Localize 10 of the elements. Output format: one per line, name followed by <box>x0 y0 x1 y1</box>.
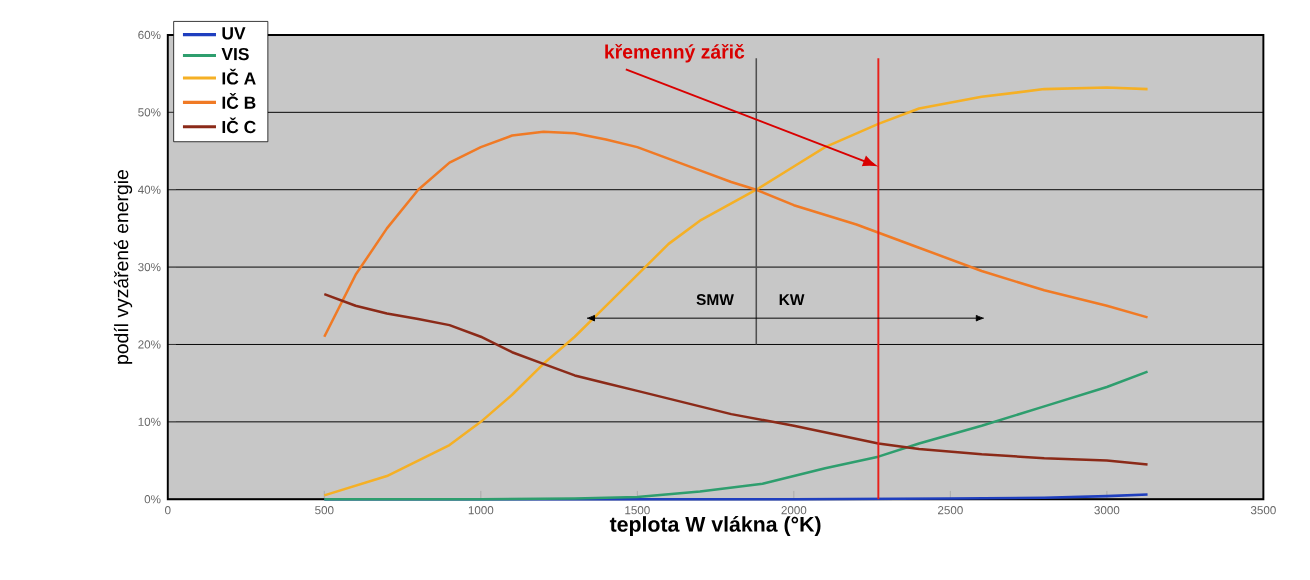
line-series <box>323 85 1149 497</box>
legend-label: IČ B <box>222 92 256 109</box>
legend-label: IČ C <box>222 117 256 133</box>
legend-label: VIS <box>221 47 249 60</box>
legend-label: UV <box>222 26 246 39</box>
x-axis-title: teplota W vlákna (°K) <box>609 515 821 536</box>
line-series <box>323 369 1149 501</box>
annotation: křemenný zářič <box>605 43 745 63</box>
legend-label: IČ A <box>222 68 256 85</box>
y-axis-title: podíl vyzářené energie <box>113 169 133 364</box>
